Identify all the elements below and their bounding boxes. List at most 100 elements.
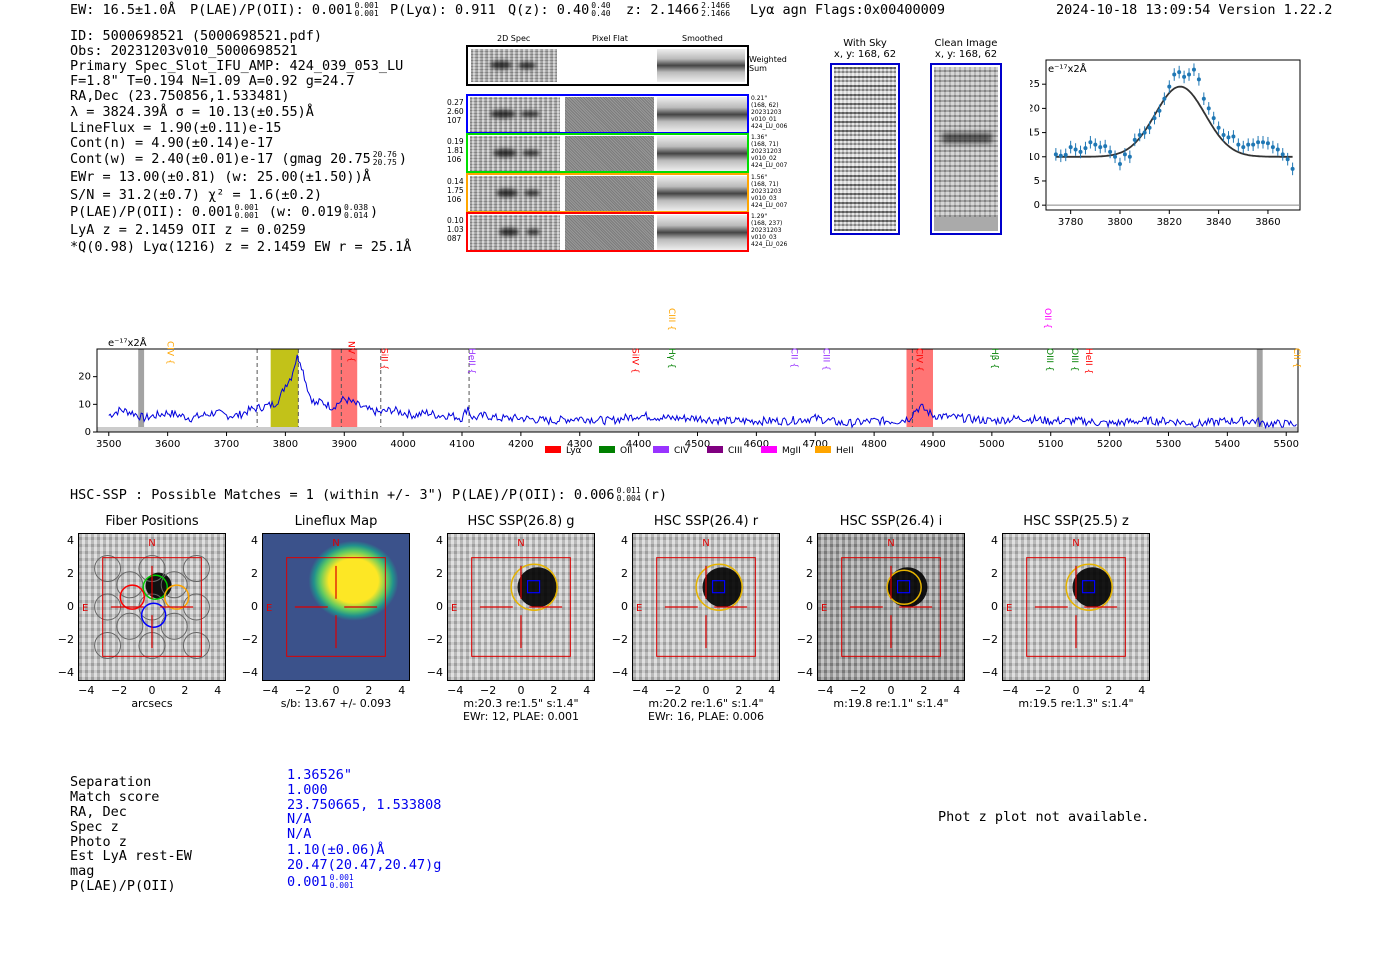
hsc-xtick-label: 0 xyxy=(1072,684,1080,697)
hsc-panel-caption-2: EWr: 12, PLAE: 0.001 xyxy=(462,710,580,723)
spec2d-row-left-label: 0.14 1.75 106 xyxy=(447,177,464,204)
spectrum-xtick-label: 3700 xyxy=(214,439,239,450)
fit-point xyxy=(1226,135,1231,140)
fit-point xyxy=(1211,116,1216,121)
spectrum-ytick-label: 20 xyxy=(78,372,91,383)
hsc-panel-title: HSC SSP(25.5) z xyxy=(1023,514,1129,529)
north-label: N xyxy=(148,538,155,549)
fit-point xyxy=(1270,145,1275,150)
match-value: 1.36526" xyxy=(287,767,353,783)
north-label: N xyxy=(702,538,709,549)
info-contw: Cont(w) = 2.40(±0.01)e-17 (gmag 20.75 20.… xyxy=(70,150,407,168)
hsc-xtick-label: 2 xyxy=(550,684,558,697)
spec2d-row-right-label: 0.21" (168, 62) 20231203 v010_01 424_LU_… xyxy=(751,95,788,130)
fit-chart: e⁻¹⁷x2Å 3780 3800 3820 3840 3860 0 5 10 15 20 25 xyxy=(1030,59,1301,228)
search-box xyxy=(656,557,756,657)
spectrum-xtick-label: 5300 xyxy=(1156,439,1181,450)
source-blob xyxy=(702,567,743,608)
spectrum-xtick-label: 5200 xyxy=(1097,439,1122,450)
match-value: 23.750665, 1.533808 xyxy=(287,797,442,813)
fiber-circle xyxy=(94,631,122,659)
aperture-ellipse xyxy=(695,563,743,612)
info-obs: Obs: 20231203v010_5000698521 xyxy=(70,43,298,59)
spectrum-line-label: CIII { xyxy=(820,348,830,371)
sky-title: With Sky x, y: 168, 62 xyxy=(833,38,897,60)
fit-ytick-label: 15 xyxy=(1030,128,1040,139)
spectrum-ytick-label: 10 xyxy=(78,399,91,410)
match-value: N/A xyxy=(287,826,312,842)
hsc-panel-image xyxy=(817,533,965,681)
legend-swatch xyxy=(545,446,561,453)
hsc-panel-title: HSC SSP(26.8) g xyxy=(467,514,575,529)
fit-point xyxy=(1152,116,1157,121)
fit-point xyxy=(1251,142,1256,147)
hsc-ytick-label: −2 xyxy=(981,632,998,646)
match-label: RA, Dec xyxy=(70,804,127,820)
spectrum-chart: e⁻¹⁷x2Å 3500 3600 3700 3800 3900 4000 4100 4200… xyxy=(78,308,1301,456)
fit-point xyxy=(1290,166,1295,171)
fit-point xyxy=(1201,96,1206,101)
hsc-ytick-label: 4 xyxy=(251,534,258,548)
fit-point xyxy=(1261,140,1266,145)
fit-frame xyxy=(1045,59,1301,211)
hsc-xtick-label: −4 xyxy=(1002,684,1019,697)
hsc-xtick-label: 4 xyxy=(1138,684,1146,697)
spectrum-xtick-label: 5400 xyxy=(1215,439,1240,450)
spec2d-weighted-label: Weighted Sum xyxy=(749,55,787,73)
spectrum-xtick-label: 3600 xyxy=(155,439,180,450)
header-z: z: 2.1466 2.1466 2.1466 xyxy=(626,1,731,19)
fit-point xyxy=(1285,157,1290,162)
hsc-panel-overlay: NE xyxy=(82,538,210,659)
match-label: Photo z xyxy=(70,834,127,850)
spectrum-line-label: Hβ { xyxy=(989,348,999,369)
hsc-ytick-label: −4 xyxy=(57,665,74,679)
fit-point xyxy=(1142,130,1147,135)
match-label: Separation xyxy=(70,774,152,790)
fit-point xyxy=(1068,145,1073,150)
legend-label: Lyα xyxy=(566,446,582,456)
spectrum-xtick-label: 3500 xyxy=(96,439,121,450)
source-blob xyxy=(1072,567,1113,608)
spectrum-shaded-region xyxy=(1256,349,1263,432)
legend-swatch xyxy=(815,446,831,453)
header-line-flags: Lyα agn Flags:0x00400009 xyxy=(750,2,946,18)
legend-swatch xyxy=(761,446,777,453)
search-box xyxy=(841,557,941,657)
spec2d-row-right-label: 1.56" (168, 71) 20231203 v010_03 424_LU_… xyxy=(751,174,788,209)
spec2d-row xyxy=(466,173,749,213)
photz-note: Phot z plot not available. xyxy=(938,809,1150,825)
hsc-ytick-label: 0 xyxy=(251,600,258,613)
hsc-ytick-label: −2 xyxy=(241,632,258,646)
hsc-ytick-label: 4 xyxy=(621,534,628,548)
hsc-xtick-label: −2 xyxy=(850,684,867,697)
spec2d-col-flat: Pixel Flat xyxy=(592,34,628,43)
fiber-circle xyxy=(160,571,188,599)
hsc-ytick-label: 4 xyxy=(436,534,443,548)
fiber-circle xyxy=(182,631,210,659)
match-value: 20.47(20.47,20.47)g xyxy=(287,857,442,873)
hsc-panel-title: HSC SSP(26.4) i xyxy=(839,514,943,529)
match-label: Match score xyxy=(70,789,160,805)
fit-point xyxy=(1246,142,1251,147)
spec2d-col-smoothed: Smoothed xyxy=(682,34,723,43)
spectrum-line-label: HeII { xyxy=(1083,348,1093,374)
fit-point xyxy=(1275,147,1280,152)
east-label: E xyxy=(636,603,642,614)
spec2d-row xyxy=(466,94,749,134)
hsc-xtick-label: 0 xyxy=(887,684,895,697)
spectrum-shaded-region xyxy=(138,349,145,432)
hsc-panel-image xyxy=(78,533,226,681)
spectrum-line-label: CIII { xyxy=(666,308,676,331)
fit-point xyxy=(1103,144,1108,149)
hsc-ytick-label: 0 xyxy=(67,600,74,613)
source-blob xyxy=(517,567,558,608)
hsc-ytick-label: −4 xyxy=(241,665,258,679)
hsc-panel-image xyxy=(262,533,410,681)
match-value: N/A xyxy=(287,811,312,827)
fit-point xyxy=(1265,141,1270,146)
fit-point xyxy=(1236,142,1241,147)
spectrum-xtick-label: 4400 xyxy=(626,439,651,450)
center-box xyxy=(1081,580,1096,594)
header-ew: EW: 16.5±1.0Å xyxy=(70,2,176,18)
hsc-xtick-label: −4 xyxy=(262,684,279,697)
